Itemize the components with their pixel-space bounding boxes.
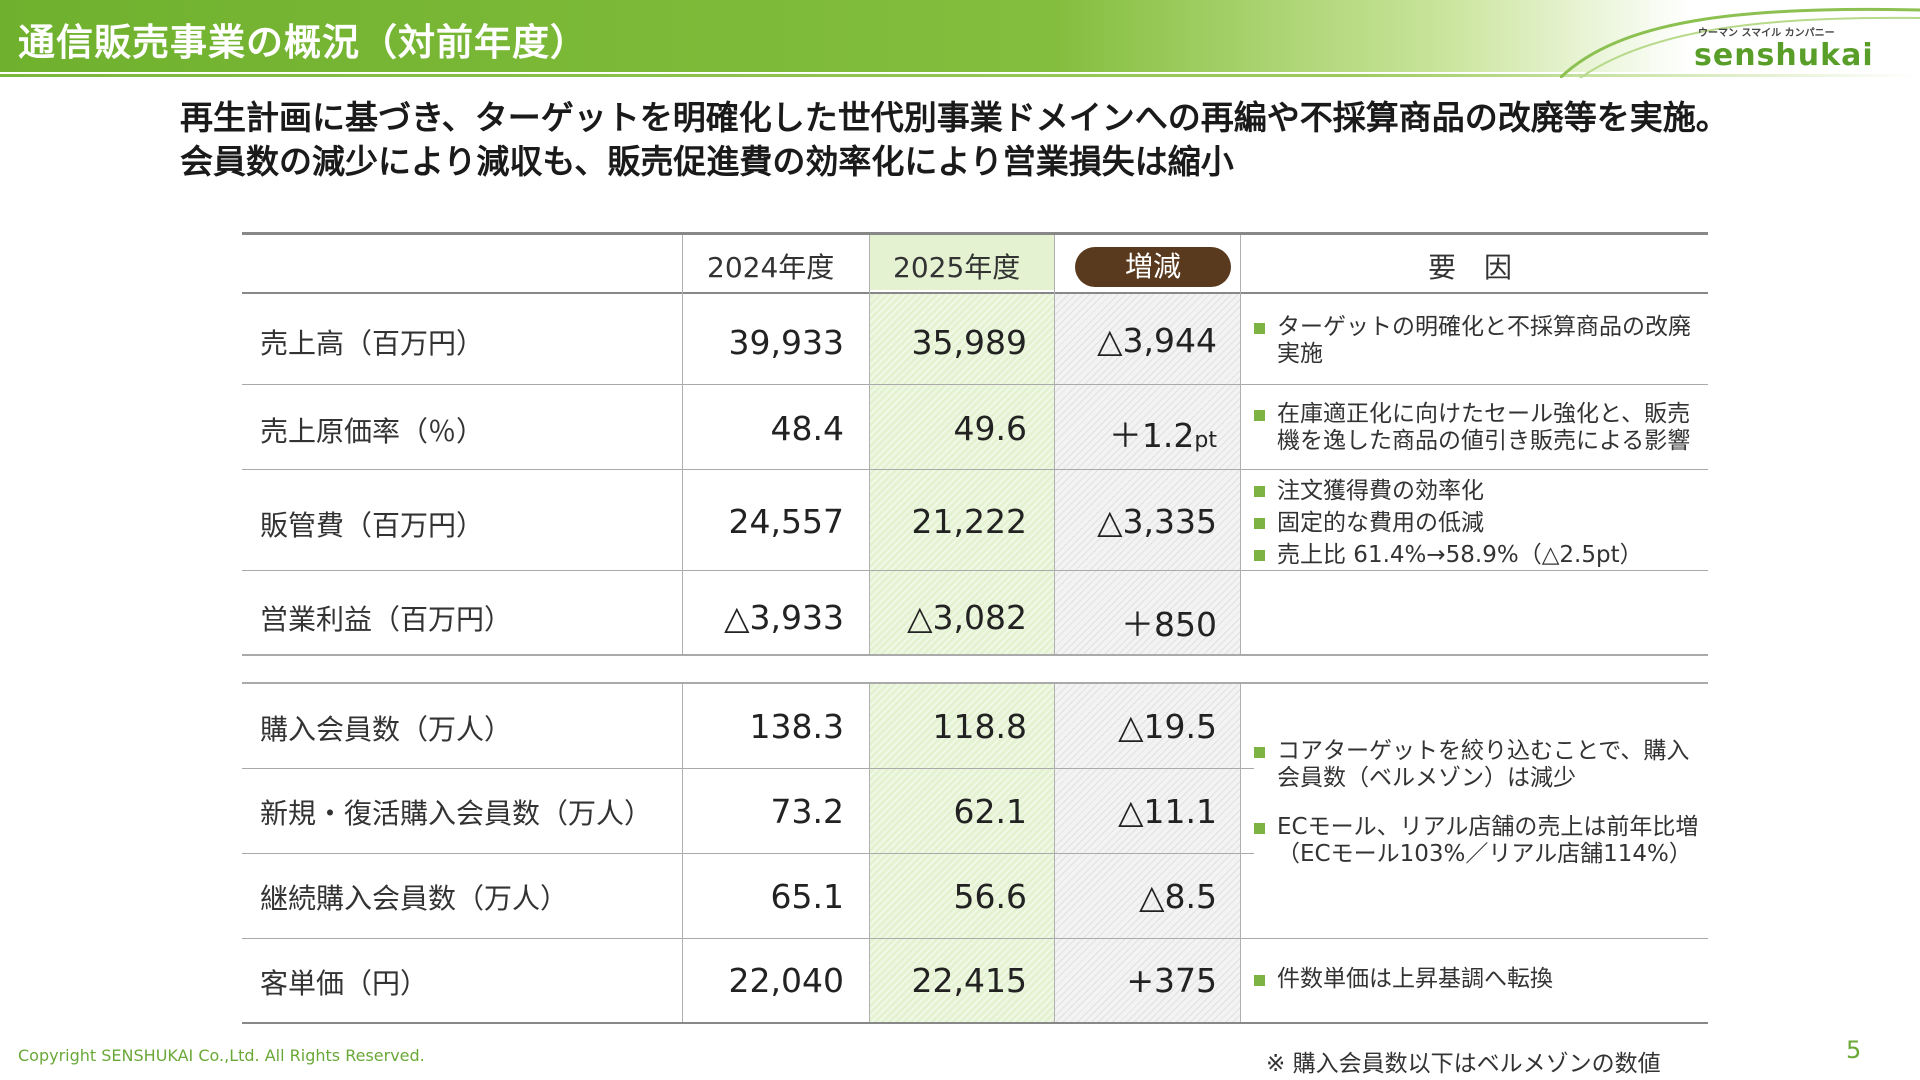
cell-members-change: △19.5 (1118, 707, 1217, 746)
row-label-sales: 売上高（百万円） (260, 327, 485, 360)
factors-sales: ターゲットの明確化と不採算商品の改廃実施 (1254, 314, 1708, 368)
col-divider (1054, 235, 1055, 654)
factors-sga: 注文獲得費の効率化 固定的な費用の低減 売上比 61.4%→58.9%（△2.5… (1254, 475, 1708, 571)
factor-item: コアターゲットを絞り込むことで、購入会員数（ベルメゾン）は減少 (1254, 738, 1708, 792)
cell-new-members-fy2024: 73.2 (770, 792, 844, 831)
cell-unit-price-fy2025: 22,415 (911, 961, 1027, 1000)
footnote: ※ 購入会員数以下はベルメゾンの数値 (1266, 1051, 1661, 1077)
row-label-cost-rate: 売上原価率（％） (260, 415, 485, 448)
bullet-square-icon (1254, 518, 1265, 529)
row-label-operating-income: 営業利益（百万円） (260, 603, 513, 636)
row-label-continuing-members: 継続購入会員数（万人） (260, 882, 569, 915)
cell-unit-price-fy2024: 22,040 (728, 961, 844, 1000)
header-change-badge: 増減 (1075, 247, 1231, 287)
bullet-square-icon (1254, 975, 1265, 986)
table-top-rule (242, 232, 1708, 235)
cell-sga-fy2024: 24,557 (728, 502, 844, 541)
change-column-bg-top (1054, 294, 1240, 654)
summary-table: 2024年度 2025年度 増減 要 因 売上高（百万円） 39,933 35,… (242, 232, 1708, 1024)
cell-new-members-fy2025: 62.1 (953, 792, 1027, 831)
header-factors: 要 因 (1428, 251, 1513, 284)
bullet-square-icon (1254, 410, 1265, 421)
row-label-unit-price: 客単価（円） (260, 967, 429, 1000)
cell-cost-rate-fy2025: 49.6 (953, 409, 1027, 448)
factor-item: 在庫適正化に向けたセール強化と、販売機を逸した商品の値引き販売による影響 (1254, 401, 1708, 455)
factor-item: 固定的な費用の低減 (1254, 507, 1708, 539)
factors-unit-price: 件数単価は上昇基調へ転換 (1254, 966, 1708, 993)
row-divider (242, 570, 1708, 571)
cell-operating-income-change: ＋850 (1121, 605, 1217, 644)
logo-tagline: ウーマン スマイル カンパニー (1698, 28, 1835, 39)
row-label-sga: 販管費（百万円） (260, 509, 485, 542)
row-label-new-members: 新規・復活購入会員数（万人） (260, 797, 653, 830)
factor-item: 注文獲得費の効率化 (1254, 475, 1708, 507)
bullet-square-icon (1254, 486, 1265, 497)
cell-continuing-members-change: △8.5 (1139, 877, 1217, 916)
cell-sga-fy2025: 21,222 (911, 502, 1027, 541)
cell-continuing-members-fy2024: 65.1 (770, 877, 844, 916)
cell-operating-income-fy2024: △3,933 (724, 598, 844, 637)
cell-operating-income-fy2025: △3,082 (907, 598, 1027, 637)
row-divider (242, 384, 1708, 385)
company-logo: senshukai (1694, 38, 1874, 73)
header-rule (242, 292, 1708, 294)
col-divider (1240, 235, 1241, 654)
cell-new-members-change: △11.1 (1118, 792, 1217, 831)
section-rule (242, 682, 1708, 684)
table-bottom-rule (242, 1022, 1708, 1024)
row-divider (242, 469, 1708, 470)
slide-title: 通信販売事業の概況（対前年度） (18, 21, 588, 64)
fy2025-column-bg-top (869, 294, 1054, 654)
unit-pt: pt (1194, 428, 1217, 453)
logo-swoosh-icon (1560, 7, 1920, 78)
factor-item: ターゲットの明確化と不採算商品の改廃実施 (1254, 314, 1708, 368)
col-divider (682, 235, 683, 654)
factor-item: 件数単価は上昇基調へ転換 (1254, 966, 1708, 993)
cell-members-fy2025: 118.8 (932, 707, 1027, 746)
col-divider (1240, 684, 1241, 1022)
col-divider (1054, 684, 1055, 1022)
page-number: 5 (1846, 1036, 1862, 1064)
factors-members: コアターゲットを絞り込むことで、購入会員数（ベルメゾン）は減少 ECモール、リア… (1254, 738, 1708, 868)
section-rule (242, 654, 1708, 656)
bullet-square-icon (1254, 747, 1265, 758)
col-divider (869, 235, 870, 654)
row-label-members: 購入会員数（万人） (260, 713, 513, 746)
col-divider (682, 684, 683, 1022)
cell-continuing-members-fy2025: 56.6 (953, 877, 1027, 916)
cell-cost-rate-fy2024: 48.4 (770, 409, 844, 448)
bullet-square-icon (1254, 550, 1265, 561)
cell-sga-change: △3,335 (1097, 502, 1217, 541)
row-divider (242, 768, 1254, 769)
row-divider (242, 853, 1254, 854)
header-fy2025: 2025年度 (893, 251, 1021, 284)
header-fy2024: 2024年度 (707, 251, 835, 284)
copyright: Copyright SENSHUKAI Co.,Ltd. All Rights … (18, 1046, 425, 1065)
factor-item: 売上比 61.4%→58.9%（△2.5pt） (1254, 539, 1708, 571)
headline-line-2: 会員数の減少により減収も、販売促進費の効率化により営業損失は縮小 (180, 142, 1234, 181)
change-column-bg-bottom (1054, 684, 1240, 1024)
slide-header: 通信販売事業の概況（対前年度） ウーマン スマイル カンパニー senshuka… (0, 0, 1920, 78)
bullet-square-icon (1254, 823, 1265, 834)
cell-unit-price-change: +375 (1126, 961, 1217, 1000)
factor-item: ECモール、リアル店舗の売上は前年比増（ECモール103%／リアル店舗114%） (1254, 814, 1708, 868)
header-underline (0, 74, 1920, 77)
cell-sales-fy2025: 35,989 (911, 323, 1027, 362)
headline: 再生計画に基づき、ターゲットを明確化した世代別事業ドメインへの再編や不採算商品の… (180, 96, 1729, 184)
headline-line-1: 再生計画に基づき、ターゲットを明確化した世代別事業ドメインへの再編や不採算商品の… (180, 98, 1729, 137)
header-bar (0, 0, 1920, 72)
cell-sales-fy2024: 39,933 (728, 323, 844, 362)
factors-cost-rate: 在庫適正化に向けたセール強化と、販売機を逸した商品の値引き販売による影響 (1254, 401, 1708, 455)
row-divider (242, 938, 1708, 939)
fy2025-header-bg (869, 234, 1054, 290)
bullet-square-icon (1254, 323, 1265, 334)
cell-members-fy2024: 138.3 (749, 707, 844, 746)
cell-sales-change: △3,944 (1097, 321, 1217, 360)
col-divider (869, 684, 870, 1022)
fy2025-column-bg-bottom (869, 684, 1054, 1024)
cell-cost-rate-change: ＋1.2pt (1108, 416, 1217, 455)
